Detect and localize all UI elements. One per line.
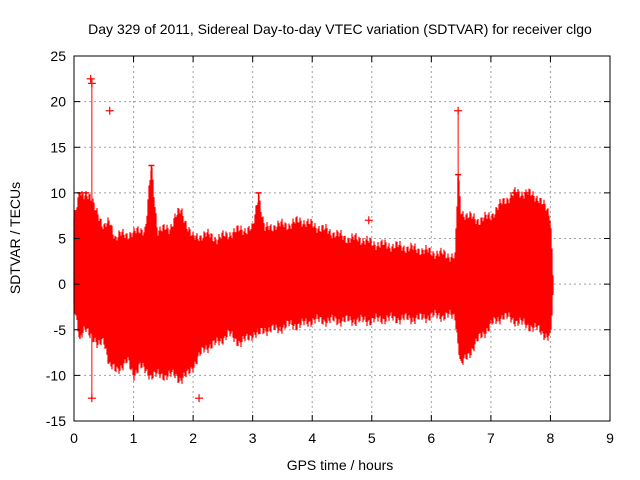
y-tick-label: 25 [50, 48, 66, 64]
axis-ticks: 0 1 2 3 4 5 6 7 8 9 -15 -10 -5 0 5 10 15 20 25 [46, 48, 614, 446]
chart-title: Day 329 of 2011, Sidereal Day-to-day VTE… [88, 21, 592, 37]
x-tick-label: 3 [249, 430, 257, 446]
y-tick-label: 20 [50, 94, 66, 110]
x-tick-label: 8 [547, 430, 555, 446]
y-tick-label: 0 [58, 276, 66, 292]
x-tick-label: 5 [368, 430, 376, 446]
y-tick-label: 5 [58, 231, 66, 247]
y-tick-label: 10 [50, 185, 66, 201]
data-series [73, 74, 554, 403]
x-tick-label: 6 [427, 430, 435, 446]
x-tick-label: 1 [130, 430, 138, 446]
y-tick-label: -10 [46, 367, 66, 383]
y-tick-label: -15 [46, 413, 66, 429]
x-tick-label: 2 [189, 430, 197, 446]
x-tick-label: 4 [308, 430, 316, 446]
y-tick-label: -5 [54, 322, 67, 338]
y-tick-label: 15 [50, 139, 66, 155]
x-tick-label: 0 [70, 430, 78, 446]
x-axis-label: GPS time / hours [287, 457, 394, 473]
y-axis-label: SDTVAR / TECUs [7, 182, 23, 294]
x-tick-label: 9 [606, 430, 614, 446]
x-tick-label: 7 [487, 430, 495, 446]
